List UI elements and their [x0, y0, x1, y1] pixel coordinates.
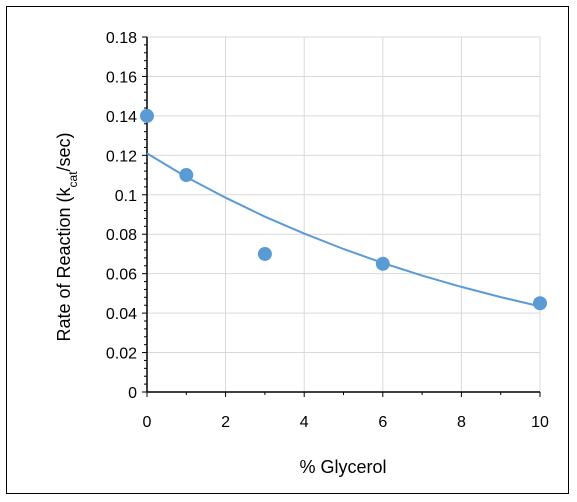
y-tick-label: 0.06	[106, 267, 137, 284]
data-point	[257, 246, 272, 261]
y-axis-title-subscript: cat	[66, 171, 80, 188]
y-tick-label: 0.04	[106, 306, 137, 323]
axes	[142, 36, 541, 397]
y-tick-label: 0	[128, 385, 137, 402]
y-tick-label: 0.02	[106, 346, 137, 363]
x-tick-label: 0	[143, 414, 152, 431]
x-tick-label: 6	[378, 414, 387, 431]
y-tick-label: 0.16	[106, 69, 137, 86]
y-tick-label: 0.12	[106, 148, 137, 165]
x-axis-title: % Glycerol	[299, 457, 386, 477]
data-point	[375, 256, 390, 271]
data-point	[140, 108, 154, 123]
y-axis-title: Rate of Reaction (kcat/sec)	[54, 132, 80, 341]
tick-labels: 0 0.02 0.04 0.06 0.08 0.1 0.12 0.14 0.16 0.18 0 2 4 6…	[106, 30, 549, 431]
x-tick-label: 4	[300, 414, 309, 431]
y-tick-label: 0.08	[106, 227, 137, 244]
y-tick-label: 0.18	[106, 30, 137, 47]
gridlines	[147, 36, 541, 392]
y-tick-label: 0.1	[115, 188, 137, 205]
x-tick-label: 2	[221, 414, 230, 431]
trendline	[146, 152, 541, 308]
y-tick-label: 0.14	[106, 109, 137, 126]
data-point	[179, 168, 194, 183]
x-tick-label: 8	[457, 414, 466, 431]
data-points	[140, 108, 547, 311]
x-tick-label: 10	[531, 414, 549, 431]
chart-frame	[6, 6, 569, 494]
data-point	[533, 296, 547, 311]
y-axis-title-suffix: /sec)	[54, 132, 74, 171]
y-axis-title-prefix: Rate of Reaction (k	[54, 186, 74, 341]
